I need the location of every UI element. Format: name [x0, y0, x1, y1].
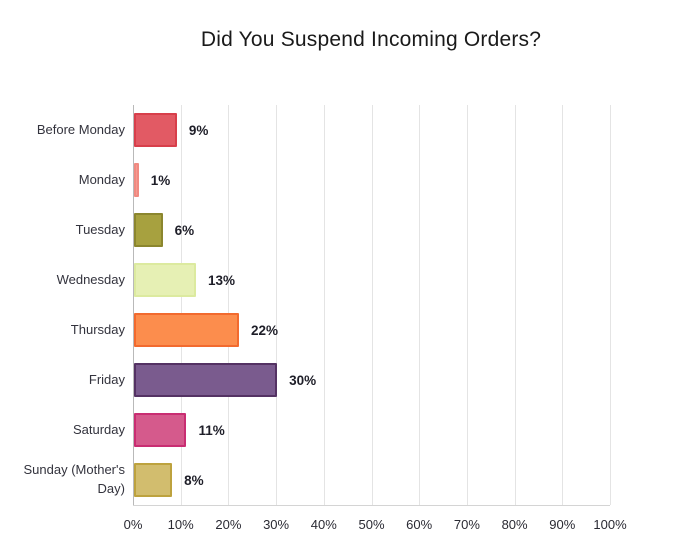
value-label: 9%: [188, 122, 209, 138]
category-label: Before Monday: [36, 121, 125, 137]
category-label: Friday: [88, 371, 125, 387]
x-tick-label: 70%: [453, 517, 480, 532]
gridline-60%: [419, 105, 421, 505]
category-label: Thursday: [70, 321, 125, 337]
gridline-70%: [466, 105, 468, 505]
x-tick-label: 40%: [310, 517, 337, 532]
x-tick-label: 10%: [167, 517, 194, 532]
bar-wednesday: [134, 263, 196, 297]
gridline-50%: [371, 105, 373, 505]
value-label: 8%: [184, 472, 204, 488]
bar-thursday: [134, 313, 239, 347]
x-tick-label: 20%: [215, 517, 242, 532]
chart-title: Did You Suspend Incoming Orders?: [200, 28, 542, 51]
gridline-10%: [180, 105, 182, 505]
value-label: 13%: [208, 272, 236, 288]
bar-before-monday: [134, 113, 177, 147]
x-tick-label: 100%: [593, 517, 627, 532]
value-label: 22%: [250, 322, 278, 338]
gridline-80%: [514, 105, 516, 505]
bar-saturday: [134, 413, 187, 447]
x-tick-label: 90%: [549, 517, 576, 532]
gridline-30%: [276, 105, 278, 505]
value-label: 1%: [150, 172, 171, 188]
gridline-100%: [610, 105, 611, 505]
value-label: 6%: [174, 222, 195, 238]
category-label: Tuesday: [75, 221, 125, 237]
bar-monday: [134, 163, 139, 197]
category-label: Saturday: [72, 421, 125, 437]
gridline-90%: [562, 105, 564, 505]
value-label: 11%: [198, 422, 225, 438]
x-tick-label: 60%: [406, 517, 433, 532]
category-label: Wednesday: [56, 271, 125, 287]
x-tick-label: 0%: [123, 517, 143, 532]
y-axis-line: [133, 105, 134, 505]
value-label: 30%: [289, 372, 317, 388]
x-tick-label: 80%: [501, 517, 528, 532]
gridline-40%: [323, 105, 325, 505]
category-label: Monday: [78, 171, 125, 187]
bar-friday: [134, 363, 278, 397]
x-tick-label: 30%: [263, 517, 290, 532]
gridline-20%: [228, 105, 230, 505]
x-tick-label: 50%: [358, 517, 385, 532]
bar-sunday-mother-s-day: [134, 463, 173, 497]
x-axis-line: [133, 505, 610, 506]
category-label: Sunday (Mother's Day): [23, 462, 125, 496]
bar-tuesday: [134, 213, 163, 247]
